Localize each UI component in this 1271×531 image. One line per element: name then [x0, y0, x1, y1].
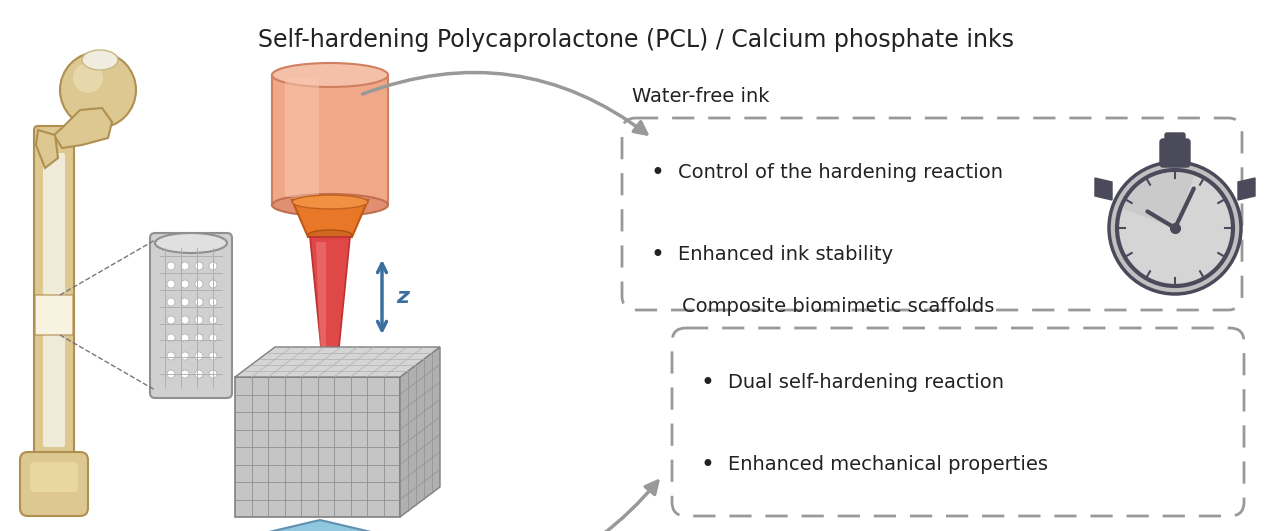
FancyArrowPatch shape — [383, 481, 658, 531]
Text: •: • — [649, 161, 663, 185]
Ellipse shape — [83, 50, 118, 70]
Circle shape — [1110, 162, 1240, 294]
Circle shape — [208, 280, 217, 288]
Polygon shape — [1096, 178, 1112, 200]
FancyBboxPatch shape — [34, 126, 74, 474]
Polygon shape — [1238, 178, 1254, 200]
Circle shape — [60, 52, 136, 128]
Circle shape — [180, 334, 189, 342]
FancyBboxPatch shape — [20, 452, 88, 516]
Polygon shape — [316, 242, 325, 377]
FancyBboxPatch shape — [272, 75, 388, 205]
Ellipse shape — [292, 195, 369, 209]
Polygon shape — [310, 237, 350, 387]
Text: Control of the hardening reaction: Control of the hardening reaction — [677, 164, 1003, 183]
Circle shape — [194, 316, 203, 324]
Circle shape — [167, 352, 175, 360]
Circle shape — [208, 370, 217, 378]
Circle shape — [194, 370, 203, 378]
Circle shape — [180, 280, 189, 288]
Text: •: • — [700, 371, 714, 395]
Circle shape — [167, 334, 175, 342]
Text: Dual self-hardening reaction: Dual self-hardening reaction — [728, 373, 1004, 392]
Text: Composite biomimetic scaffolds: Composite biomimetic scaffolds — [683, 297, 994, 316]
Text: •: • — [649, 243, 663, 267]
Circle shape — [194, 262, 203, 270]
Ellipse shape — [272, 63, 388, 87]
Text: Water-free ink: Water-free ink — [632, 87, 769, 106]
Polygon shape — [292, 200, 369, 237]
Text: Enhanced ink stability: Enhanced ink stability — [677, 245, 894, 264]
Circle shape — [167, 280, 175, 288]
FancyBboxPatch shape — [1160, 139, 1190, 167]
Circle shape — [180, 370, 189, 378]
Circle shape — [167, 370, 175, 378]
Circle shape — [208, 334, 217, 342]
FancyBboxPatch shape — [43, 153, 65, 447]
FancyArrowPatch shape — [362, 72, 647, 134]
Polygon shape — [53, 108, 112, 148]
Circle shape — [194, 352, 203, 360]
Circle shape — [72, 63, 103, 93]
Text: Enhanced mechanical properties: Enhanced mechanical properties — [728, 456, 1049, 475]
Ellipse shape — [272, 194, 388, 216]
Circle shape — [180, 298, 189, 306]
Circle shape — [167, 262, 175, 270]
Circle shape — [167, 298, 175, 306]
Circle shape — [194, 298, 203, 306]
Circle shape — [208, 352, 217, 360]
Polygon shape — [400, 347, 440, 517]
Circle shape — [1117, 170, 1233, 286]
FancyBboxPatch shape — [1166, 133, 1185, 147]
Circle shape — [180, 316, 189, 324]
Polygon shape — [36, 130, 58, 168]
Circle shape — [194, 334, 203, 342]
FancyBboxPatch shape — [36, 295, 72, 335]
FancyBboxPatch shape — [285, 78, 319, 197]
Polygon shape — [205, 520, 435, 531]
FancyBboxPatch shape — [150, 233, 233, 398]
Ellipse shape — [308, 230, 352, 240]
FancyBboxPatch shape — [31, 462, 78, 492]
Circle shape — [208, 298, 217, 306]
Circle shape — [208, 262, 217, 270]
Wedge shape — [1122, 172, 1195, 228]
Circle shape — [194, 280, 203, 288]
Circle shape — [180, 262, 189, 270]
Polygon shape — [235, 347, 440, 377]
Text: z: z — [397, 287, 409, 307]
Ellipse shape — [155, 233, 228, 253]
Circle shape — [208, 316, 217, 324]
Bar — [235, 377, 400, 517]
Circle shape — [167, 316, 175, 324]
Text: Self-hardening Polycaprolactone (PCL) / Calcium phosphate inks: Self-hardening Polycaprolactone (PCL) / … — [258, 28, 1013, 52]
Text: •: • — [700, 453, 714, 477]
Circle shape — [180, 352, 189, 360]
